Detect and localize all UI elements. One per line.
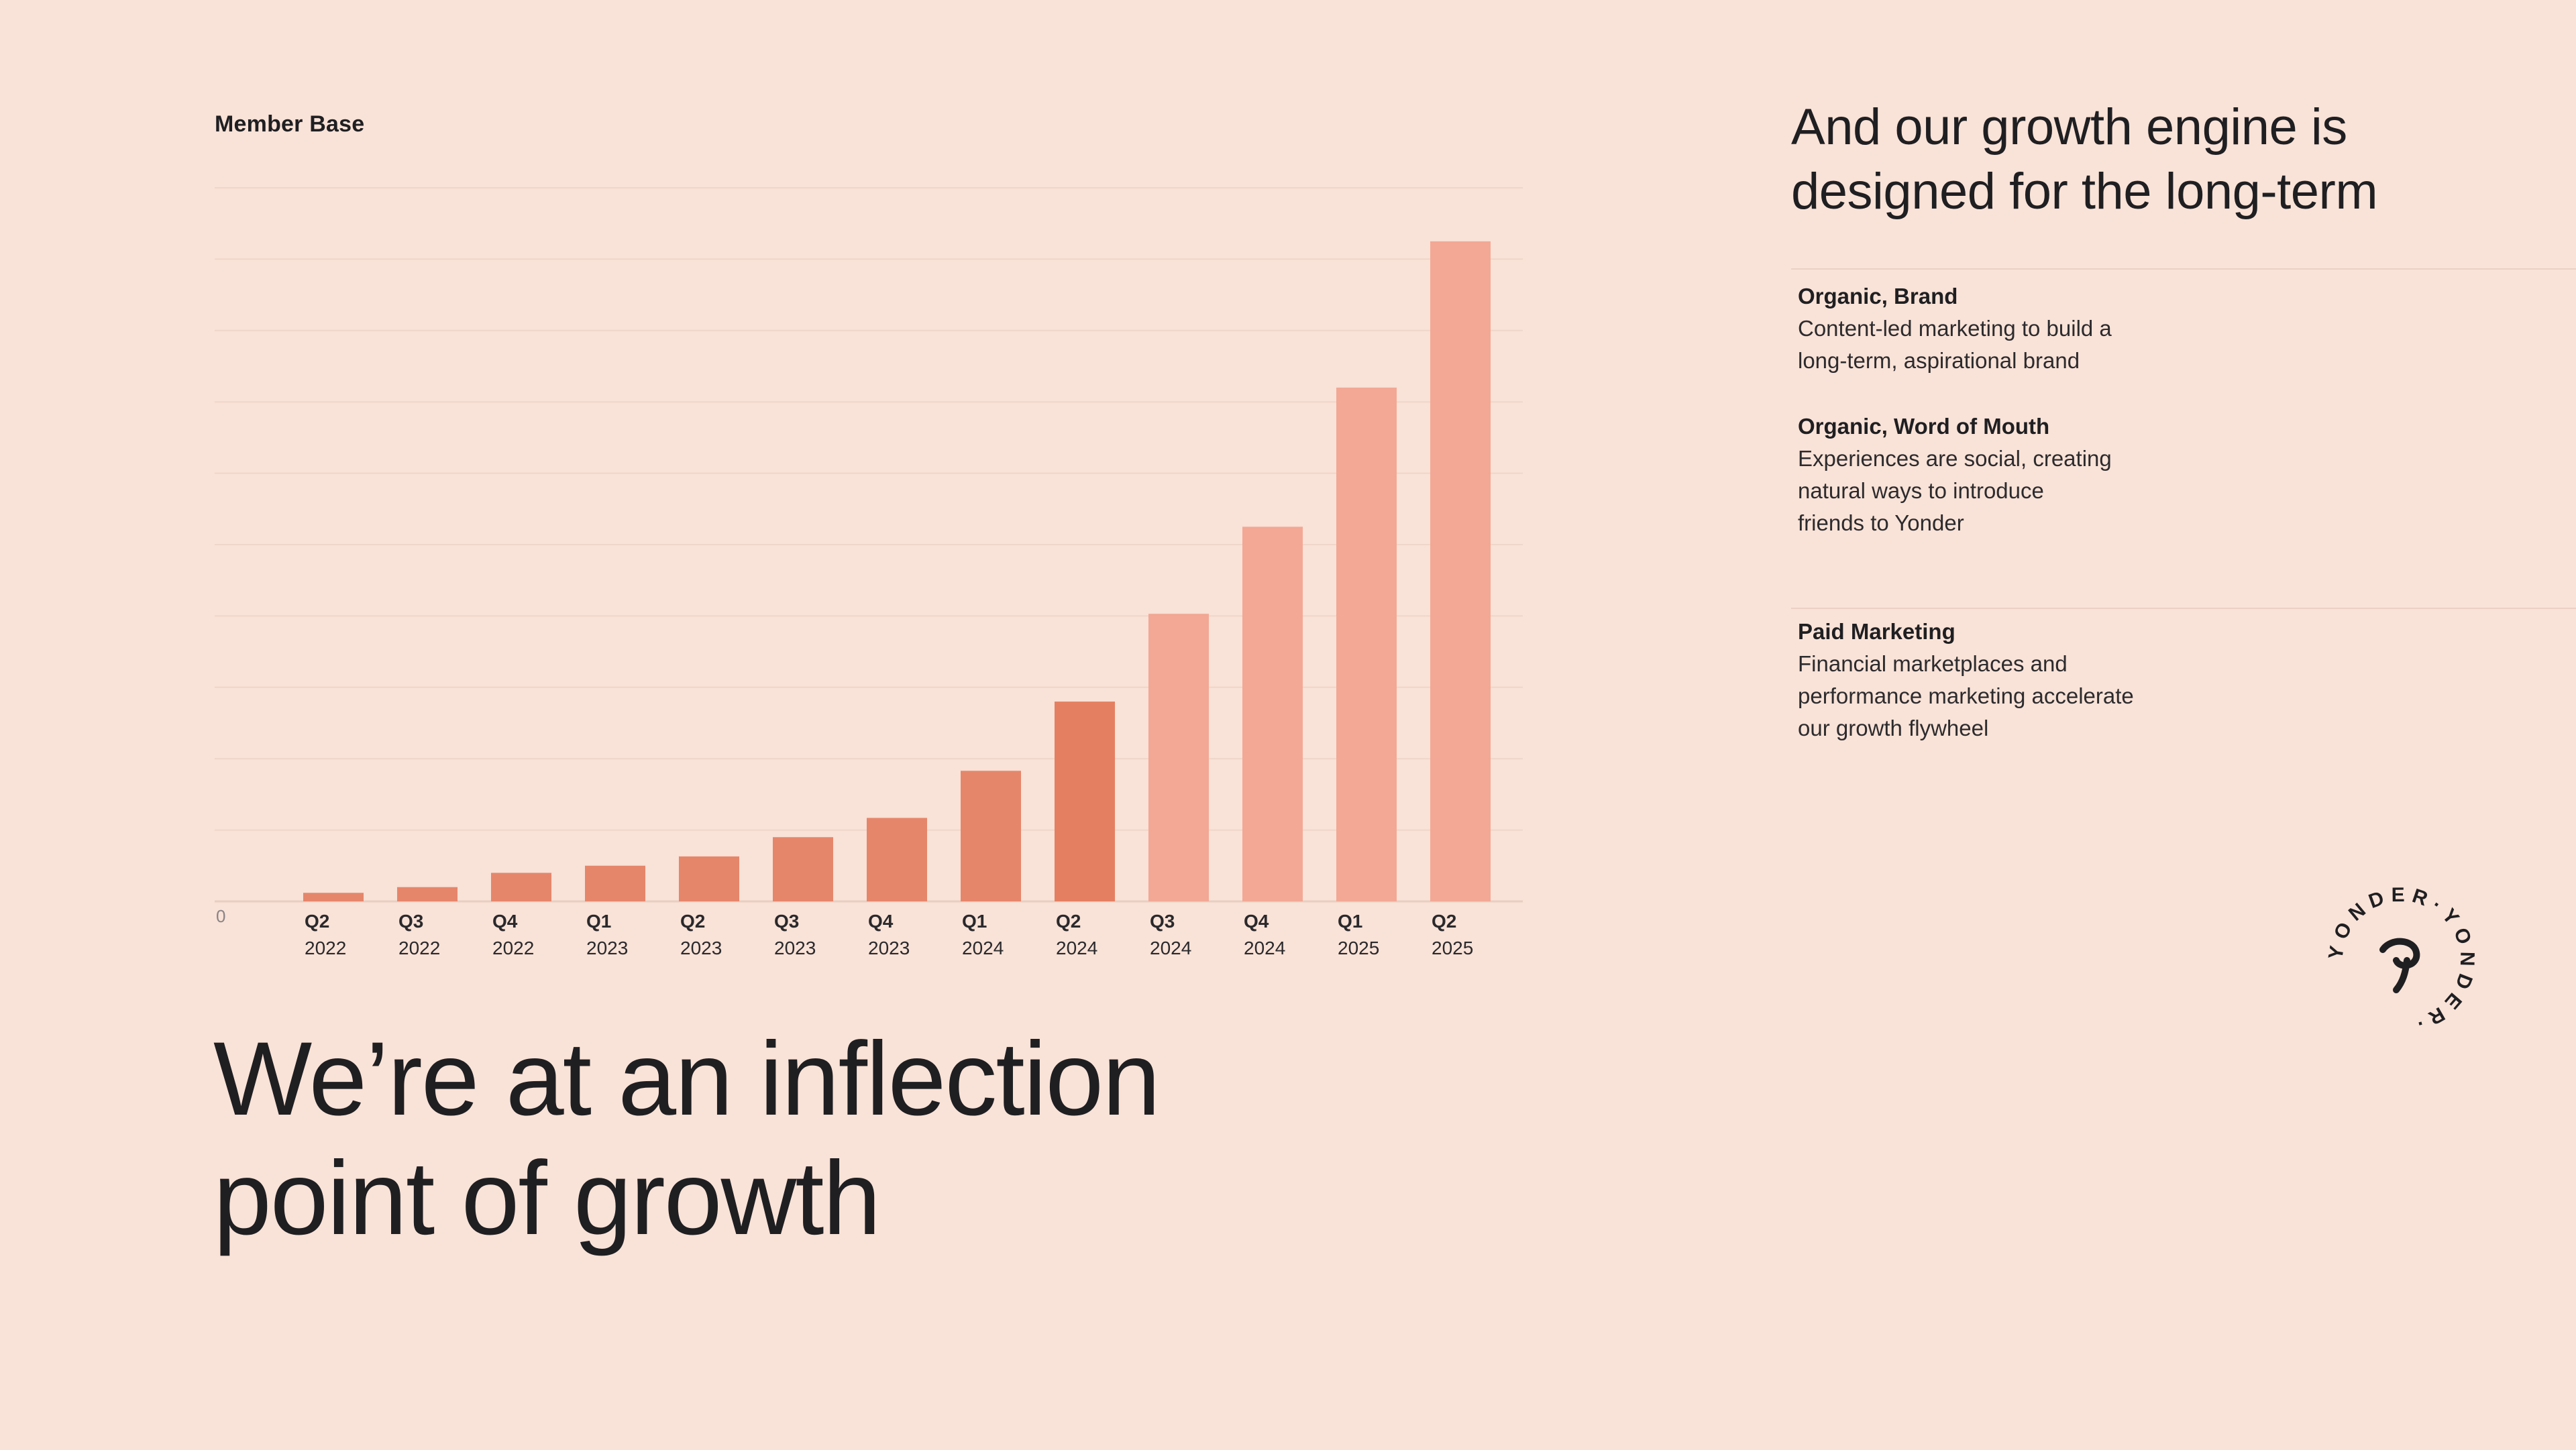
x-tick-quarter: Q4	[868, 911, 894, 932]
channel-item-organic-brand: Organic, Brand Content-led marketing to …	[1798, 280, 2227, 377]
headline-line-2: point of growth	[213, 1140, 881, 1257]
x-tick-year: 2022	[492, 938, 534, 958]
bar-q1-2024	[961, 771, 1021, 901]
channel-desc-line: our growth flywheel	[1798, 716, 1989, 740]
x-tick-year: 2023	[868, 938, 910, 958]
bar-q2-2022	[303, 893, 364, 901]
member-base-chart: 0 Q2 2022 Q3 2022 Q4 2022 Q1 2023 Q2 2023 Q3 2023 Q4 2…	[215, 187, 1523, 958]
headline: We’re at an inflection point of growth	[213, 1019, 1421, 1258]
bar-q4-2024	[1242, 526, 1303, 901]
x-tick-quarter: Q3	[1150, 911, 1175, 932]
yonder-logo: YONDER·YONDER·	[2324, 884, 2478, 1036]
x-tick-year: 2025	[1338, 938, 1379, 958]
bar-q4-2022	[491, 873, 551, 901]
yonder-swirl-icon	[2379, 938, 2420, 993]
right-title-line-1: And our growth engine is	[1791, 99, 2347, 156]
x-tick-year: 2023	[680, 938, 722, 958]
bar-q2-2024	[1055, 702, 1115, 901]
bar-q2-2023	[679, 856, 739, 901]
channel-desc-line: friends to Yonder	[1798, 510, 1964, 535]
bar-q2-2025	[1430, 241, 1491, 901]
x-tick-quarter: Q4	[492, 911, 518, 932]
x-tick-quarter: Q2	[680, 911, 705, 932]
bar-q1-2025	[1336, 387, 1397, 901]
x-tick-quarter: Q2	[1056, 911, 1081, 932]
logo-ring-text: YONDER·YONDER·	[2324, 884, 2478, 1036]
x-tick-quarter: Q1	[1338, 911, 1362, 932]
x-tick-quarter: Q2	[1432, 911, 1456, 932]
channel-item-word-of-mouth: Organic, Word of Mouth Experiences are s…	[1798, 410, 2227, 539]
channel-desc-line: Content-led marketing to build a	[1798, 316, 2112, 341]
chart-title: Member Base	[215, 111, 365, 137]
channel-item-paid-marketing: Paid Marketing Financial marketplaces an…	[1798, 616, 2227, 744]
x-tick-quarter: Q1	[586, 911, 611, 932]
x-tick-year: 2023	[586, 938, 628, 958]
right-title-line-2: designed for the long-term	[1791, 163, 2378, 220]
bar-q3-2022	[397, 887, 458, 901]
x-tick-quarter: Q3	[398, 911, 423, 932]
x-tick-year: 2024	[1150, 938, 1191, 958]
bar-q3-2023	[773, 837, 833, 901]
headline-line-1: We’re at an inflection	[213, 1021, 1161, 1137]
channel-title: Organic, Word of Mouth	[1798, 414, 2050, 439]
x-tick-year: 2024	[1244, 938, 1285, 958]
x-tick-year: 2022	[398, 938, 440, 958]
bar-q4-2023	[867, 818, 927, 901]
channel-desc-line: Experiences are social, creating	[1798, 446, 2112, 471]
y-tick-label: 0	[216, 906, 225, 926]
channel-title: Organic, Brand	[1798, 284, 1958, 309]
bar-q1-2023	[585, 865, 645, 901]
channel-desc-line: natural ways to introduce	[1798, 478, 2044, 503]
x-tick-year: 2024	[962, 938, 1004, 958]
channel-title: Paid Marketing	[1798, 619, 1955, 644]
x-tick-year: 2024	[1056, 938, 1097, 958]
x-tick-quarter: Q1	[962, 911, 987, 932]
channel-desc-line: long-term, aspirational brand	[1798, 348, 2080, 373]
x-tick-year: 2022	[305, 938, 346, 958]
right-title: And our growth engine is designed for th…	[1791, 95, 2529, 224]
top-divider	[1791, 268, 2576, 270]
x-tick-year: 2025	[1432, 938, 1473, 958]
x-tick-quarter: Q2	[305, 911, 329, 932]
x-tick-quarter: Q3	[774, 911, 799, 932]
middle-divider	[1791, 608, 2576, 609]
x-tick-quarter: Q4	[1244, 911, 1269, 932]
x-tick-year: 2023	[774, 938, 816, 958]
bar-q3-2024	[1148, 614, 1209, 901]
channel-desc-line: performance marketing accelerate	[1798, 683, 2134, 708]
channel-desc-line: Financial marketplaces and	[1798, 651, 2068, 676]
